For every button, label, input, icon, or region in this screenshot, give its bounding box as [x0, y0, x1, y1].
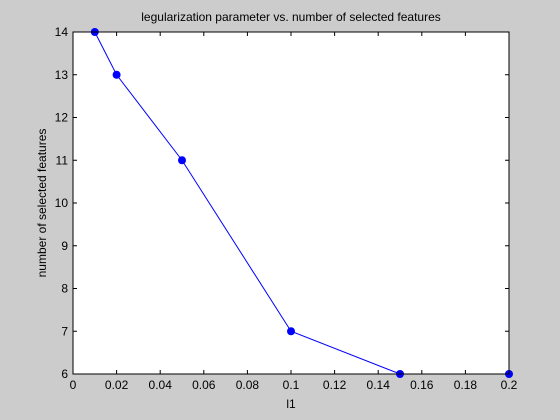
axes-background — [73, 32, 509, 374]
data-point — [112, 70, 121, 79]
y-tick-label: 14 — [55, 25, 69, 39]
x-tick-label: 0.04 — [149, 378, 173, 392]
x-tick-label: 0.08 — [236, 378, 260, 392]
x-tick-label: 0.1 — [283, 378, 300, 392]
x-tick-labels: 0 0.02 0.04 0.06 0.08 0.1 0.12 0.14 0.16 0.18 0.2 — [70, 378, 518, 392]
y-tick-label: 9 — [61, 239, 68, 253]
chart-title: legularization parameter vs. number of s… — [141, 10, 441, 24]
x-tick-label: 0.06 — [192, 378, 216, 392]
y-tick-label: 11 — [56, 153, 69, 167]
axes-frame — [72, 31, 510, 375]
y-tick-label: 13 — [55, 68, 69, 82]
data-point — [178, 156, 186, 165]
data-point — [287, 327, 295, 336]
y-tick-label: 12 — [55, 111, 69, 125]
x-tick-label: 0.14 — [367, 378, 391, 392]
y-tick-labels: 6 7 8 9 10 11 12 13 14 — [55, 25, 69, 381]
y-tick-label: 10 — [55, 196, 69, 210]
y-tick-label: 8 — [61, 282, 68, 296]
y-axis-label: number of selected features — [35, 129, 49, 278]
x-tick-label: 0 — [70, 378, 77, 392]
y-tick-label: 6 — [61, 367, 68, 381]
y-tick-label: 7 — [61, 324, 68, 338]
x-tick-label: 0.16 — [410, 378, 434, 392]
x-tick-label: 0.02 — [105, 378, 129, 392]
x-tick-label: 0.12 — [323, 378, 347, 392]
x-axis-label: l1 — [286, 397, 296, 411]
x-tick-label: 0.2 — [501, 378, 518, 392]
x-tick-label: 0.18 — [454, 378, 478, 392]
